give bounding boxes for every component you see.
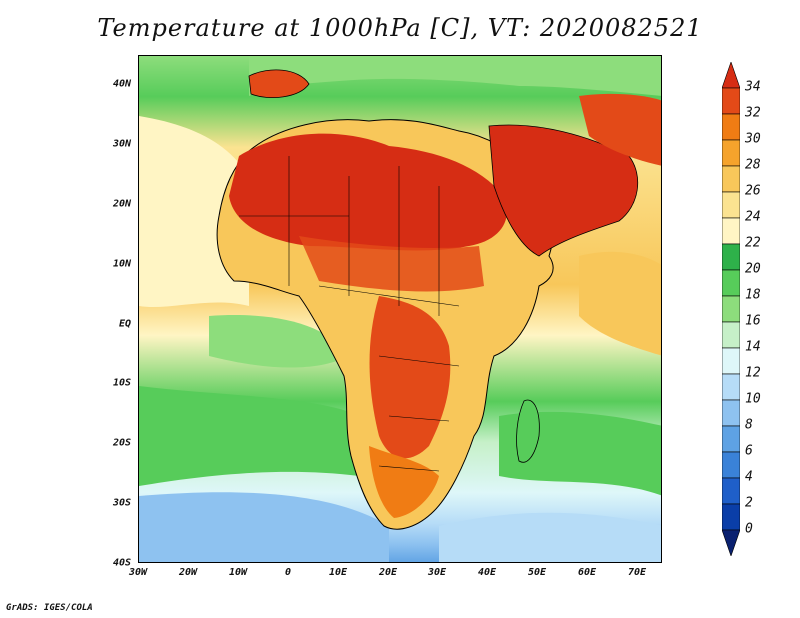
sahara-heat <box>229 133 508 251</box>
colorbar-label-34: 34 <box>745 79 761 95</box>
y-tick-30s: 30S <box>112 497 131 509</box>
colorbar-label-16: 16 <box>745 313 761 329</box>
footer-credit: GrADS: IGES/COLA <box>6 603 93 613</box>
y-tick-40s: 40S <box>112 557 131 569</box>
indian-ocean-cold <box>439 512 661 562</box>
arabia-heat <box>488 124 638 257</box>
y-tick-40n: 40N <box>112 78 131 90</box>
south-atlantic-cold <box>139 492 389 562</box>
colorbar-label-0: 0 <box>745 521 753 537</box>
x-tick-20e: 20E <box>378 567 398 578</box>
colorbar-swatch <box>722 399 740 427</box>
colorbar-swatch <box>722 321 740 349</box>
x-tick-30e: 30E <box>427 567 447 578</box>
sahel-warm <box>299 236 484 292</box>
y-tick-10s: 10S <box>112 377 131 389</box>
colorbar-swatch <box>722 425 740 453</box>
y-tick-30n: 30N <box>112 138 131 150</box>
colorbar-swatch <box>722 62 740 89</box>
colorbar-label-2: 2 <box>745 495 753 511</box>
madagascar <box>516 399 540 463</box>
colorbar-label-22: 22 <box>745 235 761 251</box>
colorbar-label-32: 32 <box>745 105 761 121</box>
colorbar-label-28: 28 <box>745 157 761 173</box>
iran-heat <box>579 93 661 166</box>
colorbar-label-6: 6 <box>745 443 753 459</box>
x-tick-10w: 10W <box>228 567 248 578</box>
x-tick-40e: 40E <box>477 567 497 578</box>
colorbar-swatch <box>722 347 740 375</box>
x-tick-30w: 30W <box>128 567 148 578</box>
gulf-of-guinea-cool <box>209 315 349 368</box>
colorbar-swatch <box>722 503 740 531</box>
colorbar-label-12: 12 <box>745 365 761 381</box>
colorbar-label-24: 24 <box>745 209 761 225</box>
x-tick-60e: 60E <box>577 567 597 578</box>
colorbar-swatch <box>722 477 740 505</box>
colorbar-label-18: 18 <box>745 287 761 303</box>
plot-title: Temperature at 1000hPa [C], VT: 20200825… <box>97 14 703 42</box>
colorbar-label-8: 8 <box>745 417 753 433</box>
x-tick-10e: 10E <box>328 567 348 578</box>
colorbar-swatch <box>722 451 740 479</box>
x-tick-20w: 20W <box>178 567 198 578</box>
colorbar-label-4: 4 <box>745 469 753 485</box>
arabian-sea-warm <box>579 251 661 356</box>
colorbar-swatch <box>722 269 740 297</box>
colorbar-swatch <box>722 113 740 141</box>
colorbar-swatch <box>722 295 740 323</box>
colorbar-label-26: 26 <box>745 183 761 199</box>
colorbar-label-10: 10 <box>745 391 761 407</box>
colorbar-swatch <box>722 529 740 556</box>
colorbar-swatch <box>722 165 740 193</box>
colorbar <box>722 62 740 556</box>
x-tick-0: 0 <box>284 567 292 578</box>
colorbar-swatch <box>722 243 740 271</box>
central-africa-hot <box>369 296 451 459</box>
iberia-heat <box>248 69 310 99</box>
y-tick-20n: 20N <box>112 198 131 210</box>
y-tick-20s: 20S <box>112 437 131 449</box>
colorbar-swatch <box>722 87 740 115</box>
temperature-map <box>139 56 661 562</box>
map-panel <box>138 55 662 563</box>
south-atlantic-green <box>139 386 359 486</box>
colorbar-swatch <box>722 139 740 167</box>
colorbar-label-30: 30 <box>745 131 761 147</box>
colorbar-swatch <box>722 191 740 219</box>
country-borders <box>239 156 460 472</box>
y-tick-eq: EQ <box>118 318 131 330</box>
colorbar-swatch <box>722 217 740 245</box>
x-tick-70e: 70E <box>627 567 647 578</box>
x-tick-50e: 50E <box>527 567 547 578</box>
colorbar-swatch <box>722 373 740 401</box>
y-tick-10n: 10N <box>112 258 131 270</box>
southern-africa-warm <box>369 446 439 518</box>
colorbar-label-14: 14 <box>745 339 761 355</box>
colorbar-label-20: 20 <box>745 261 761 277</box>
europe-strip <box>249 56 661 96</box>
